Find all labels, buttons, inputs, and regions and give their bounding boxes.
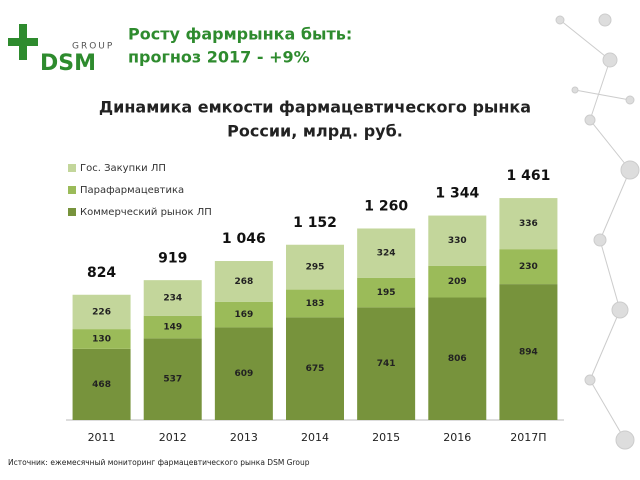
total-label: 1 344 — [435, 186, 479, 202]
logo: GROUP DSM — [8, 24, 114, 76]
x-tick-label: 2011 — [88, 431, 116, 444]
segment-label: 336 — [519, 219, 538, 229]
legend-label: Гос. Закупки ЛП — [80, 163, 166, 174]
x-tick-label: 2016 — [443, 431, 471, 444]
segment-label: 330 — [448, 236, 467, 246]
network-decoration — [555, 13, 640, 450]
bar-segment — [286, 244, 344, 290]
segment-label: 295 — [306, 263, 325, 273]
x-tick-label: 2015 — [372, 431, 400, 444]
legend-label: Парафармацевтика — [80, 185, 184, 196]
segment-label: 234 — [163, 293, 182, 303]
legend-label: Коммерческий рынок ЛП — [80, 207, 212, 218]
logo-main: DSM — [40, 51, 96, 76]
segment-label: 468 — [92, 380, 111, 390]
segment-label: 268 — [234, 277, 253, 287]
slide-title: Росту фармрынка быть: — [128, 25, 352, 44]
segment-label: 537 — [163, 375, 182, 385]
bar-segment — [143, 280, 202, 316]
segment-label: 149 — [163, 323, 182, 333]
segment-label: 230 — [519, 262, 538, 272]
segment-label: 675 — [306, 364, 325, 374]
bar-segment — [72, 348, 131, 420]
bar-segment — [143, 338, 202, 420]
slide-title: прогноз 2017 - +9% — [128, 48, 310, 67]
segment-label: 894 — [519, 348, 538, 358]
bar-segment — [499, 249, 558, 285]
bar-segment — [428, 265, 487, 298]
chart-title: России, млрд. руб. — [227, 122, 403, 141]
bar-segment — [499, 284, 558, 420]
segment-label: 169 — [234, 310, 253, 320]
total-label: 1 152 — [293, 215, 337, 231]
bar-segment — [428, 215, 487, 266]
segment-label: 209 — [448, 277, 467, 287]
segment-label: 183 — [306, 299, 325, 309]
total-label: 1 461 — [507, 168, 551, 184]
x-tick-label: 2012 — [159, 431, 187, 444]
legend-swatch — [68, 208, 76, 216]
segment-label: 195 — [377, 288, 396, 298]
total-label: 824 — [87, 265, 116, 281]
bar-segment — [214, 327, 273, 420]
bar-segment — [143, 315, 202, 339]
bar-segment — [72, 294, 131, 330]
segment-label: 806 — [448, 354, 467, 364]
bar-segment — [72, 329, 131, 349]
logo-cross — [19, 24, 27, 60]
total-label: 1 046 — [222, 231, 266, 247]
bar-segment — [286, 317, 344, 420]
segment-label: 130 — [92, 334, 111, 344]
x-tick-label: 2013 — [230, 431, 258, 444]
bar-segment — [214, 261, 273, 302]
bar-segment — [214, 301, 273, 328]
bar-segment — [286, 289, 344, 318]
x-tick-label: 2014 — [301, 431, 329, 444]
bar-segment — [357, 277, 416, 308]
bar-segment — [499, 198, 558, 250]
source-note: Источник: ежемесячный мониторинг фармаце… — [8, 458, 310, 467]
segment-label: 609 — [234, 369, 253, 379]
segment-label: 226 — [92, 307, 111, 317]
bar-segment — [357, 307, 416, 420]
bar-segment — [428, 297, 487, 420]
legend-swatch — [68, 164, 76, 172]
chart-title: Динамика емкости фармацевтического рынка — [99, 98, 531, 117]
bar-segment — [357, 228, 416, 278]
total-label: 1 260 — [364, 198, 408, 214]
segment-label: 324 — [377, 249, 396, 259]
total-label: 919 — [158, 250, 187, 266]
segment-label: 741 — [377, 359, 396, 369]
legend-swatch — [68, 186, 76, 194]
x-tick-label: 2017П — [510, 431, 546, 444]
logo-group: GROUP — [72, 42, 114, 52]
